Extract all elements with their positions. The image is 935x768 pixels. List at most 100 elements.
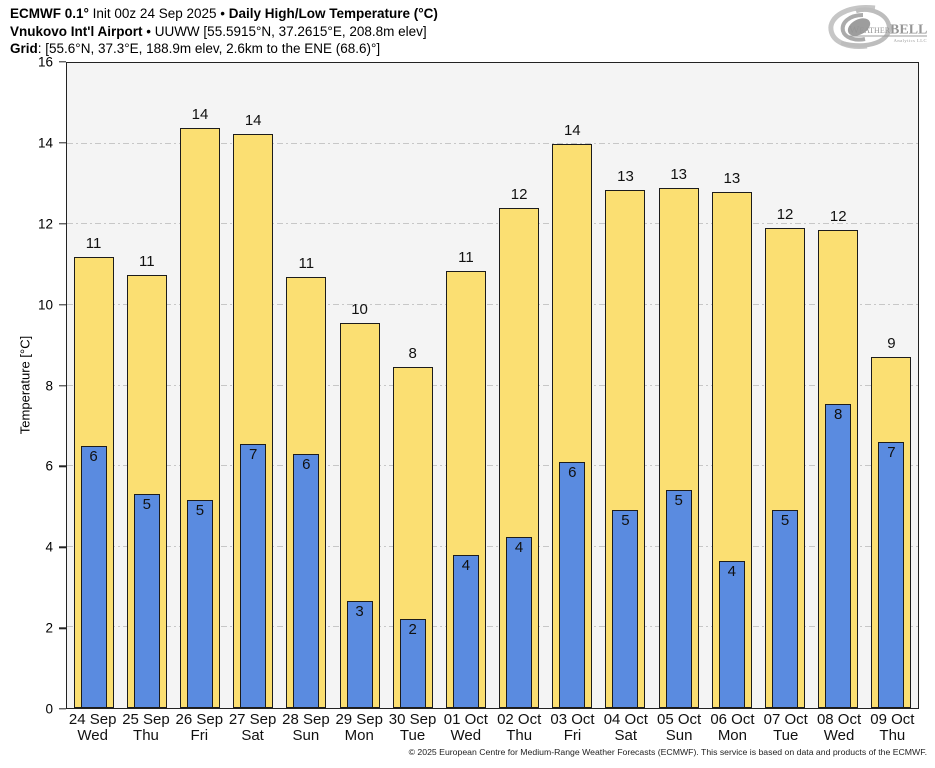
y-tick-mark xyxy=(59,223,66,225)
bar-group: 13 5 xyxy=(599,63,652,708)
y-tick-mark xyxy=(59,142,66,144)
gridline xyxy=(67,465,918,467)
x-tick-label: 04 Oct Sat xyxy=(599,712,652,744)
low-value-label: 5 xyxy=(621,512,630,530)
x-tick-day: Mon xyxy=(344,727,374,744)
high-value-label: 12 xyxy=(829,208,847,226)
low-bar: 3 xyxy=(346,601,373,708)
grid-label: Grid xyxy=(10,41,38,56)
bar-group: 13 4 xyxy=(705,63,758,708)
x-tick-label: 05 Oct Sun xyxy=(652,712,705,744)
gridline xyxy=(67,545,918,547)
low-bar: 5 xyxy=(612,510,639,708)
low-bar: 4 xyxy=(718,560,745,708)
low-value-label: 5 xyxy=(142,496,151,514)
bar-group: 12 5 xyxy=(758,63,811,708)
low-value-label: 3 xyxy=(355,603,364,621)
plot-area: 11 6 11 5 14 5 14 7 11 6 10 3 8 2 11 4 12 4 14 6 13 5 13 5 13 4 12… xyxy=(66,62,919,709)
high-value-label: 13 xyxy=(723,170,741,187)
y-tick-label: 0 xyxy=(45,701,53,717)
low-bar: 7 xyxy=(240,443,267,708)
high-value-label: 11 xyxy=(298,254,315,272)
low-value-label: 4 xyxy=(727,562,737,580)
bar-group: 14 5 xyxy=(173,63,226,708)
low-value-label: 6 xyxy=(568,464,577,482)
low-bar: 7 xyxy=(878,441,905,708)
title-line-1: ECMWF 0.1° Init 00z 24 Sep 2025 • Daily … xyxy=(10,5,438,23)
low-value-label: 8 xyxy=(834,405,843,423)
bar-group: 10 3 xyxy=(333,63,386,708)
grid-coords: : [55.6°N, 37.3°E, 188.9m elev, 2.6km to… xyxy=(37,41,381,56)
x-tick-day: Sun xyxy=(665,727,693,744)
x-tick-date: 04 Oct xyxy=(603,711,648,728)
y-tick-mark xyxy=(59,384,66,387)
bar-group: 14 7 xyxy=(227,63,280,708)
x-tick-day: Wed xyxy=(823,727,855,744)
x-tick-label: 30 Sep Tue xyxy=(386,712,439,744)
x-tick-day: Sun xyxy=(292,727,320,744)
x-tick-day: Sat xyxy=(614,727,638,744)
low-value-label: 5 xyxy=(674,492,683,510)
bar-group: 12 8 xyxy=(812,63,865,708)
low-bar: 2 xyxy=(399,619,426,708)
x-tick-label: 02 Oct Thu xyxy=(493,712,546,744)
gridline xyxy=(67,223,918,225)
low-value-label: 5 xyxy=(195,502,205,520)
y-tick-label: 16 xyxy=(37,54,53,70)
x-tick-day: Thu xyxy=(133,727,159,744)
x-tick-date: 07 Oct xyxy=(763,711,808,728)
bar-group: 12 4 xyxy=(493,63,546,708)
low-bar: 8 xyxy=(825,403,852,708)
x-tick-date: 09 Oct xyxy=(870,711,915,728)
x-tick-date: 25 Sep xyxy=(122,711,170,728)
chart-header: ECMWF 0.1° Init 00z 24 Sep 2025 • Daily … xyxy=(10,5,438,58)
x-tick-day: Fri xyxy=(190,727,209,744)
high-bar xyxy=(126,274,167,708)
low-value-label: 2 xyxy=(408,621,417,639)
x-tick-date: 27 Sep xyxy=(228,711,277,728)
low-value-label: 5 xyxy=(780,512,790,530)
bar-group: 11 6 xyxy=(280,63,333,708)
high-value-label: 14 xyxy=(191,105,209,123)
low-bar: 5 xyxy=(186,500,213,708)
y-axis: 0 2 4 6 8 10 12 14 16 xyxy=(0,55,66,717)
low-bar: 4 xyxy=(452,554,479,708)
x-tick-date: 01 Oct xyxy=(443,711,488,728)
high-value-label: 11 xyxy=(138,252,155,270)
high-value-label: 8 xyxy=(408,345,417,363)
x-tick-label: 25 Sep Thu xyxy=(119,712,172,744)
low-value-label: 4 xyxy=(461,556,471,574)
x-tick-label: 01 Oct Wed xyxy=(439,712,492,744)
x-tick-date: 29 Sep xyxy=(335,711,383,728)
x-tick-day: Mon xyxy=(717,727,747,744)
x-tick-day: Tue xyxy=(399,727,426,744)
x-tick-day: Wed xyxy=(77,727,108,744)
x-tick-date: 08 Oct xyxy=(816,711,862,728)
bar-group: 11 5 xyxy=(120,63,173,708)
y-tick-mark xyxy=(59,708,66,710)
x-tick-date: 30 Sep xyxy=(388,711,437,728)
high-value-label: 10 xyxy=(351,301,368,319)
low-value-label: 7 xyxy=(248,445,258,463)
y-tick-mark xyxy=(59,546,66,548)
x-tick-label: 29 Sep Mon xyxy=(333,712,386,744)
logo-weather-text: WeatherBELL xyxy=(849,23,927,38)
x-tick-day: Thu xyxy=(879,727,906,744)
y-tick-label: 4 xyxy=(45,539,53,555)
high-value-label: 12 xyxy=(510,186,528,204)
gridline xyxy=(67,142,918,144)
x-axis-labels: 24 Sep Wed 25 Sep Thu 26 Sep Fri 27 Sep Sat 28 S… xyxy=(66,712,919,744)
x-tick-label: 03 Oct Fri xyxy=(546,712,599,744)
x-tick-day: Wed xyxy=(450,727,482,744)
low-bar: 5 xyxy=(665,490,692,708)
x-tick-date: 02 Oct xyxy=(497,711,542,728)
x-tick-date: 05 Oct xyxy=(657,711,702,728)
low-bar: 5 xyxy=(133,494,160,708)
x-tick-day: Thu xyxy=(506,727,533,744)
x-tick-day: Sat xyxy=(241,727,264,744)
model-name: ECMWF 0.1° xyxy=(10,6,89,21)
x-tick-label: 27 Sep Sat xyxy=(226,712,279,744)
y-tick-mark xyxy=(59,627,66,629)
